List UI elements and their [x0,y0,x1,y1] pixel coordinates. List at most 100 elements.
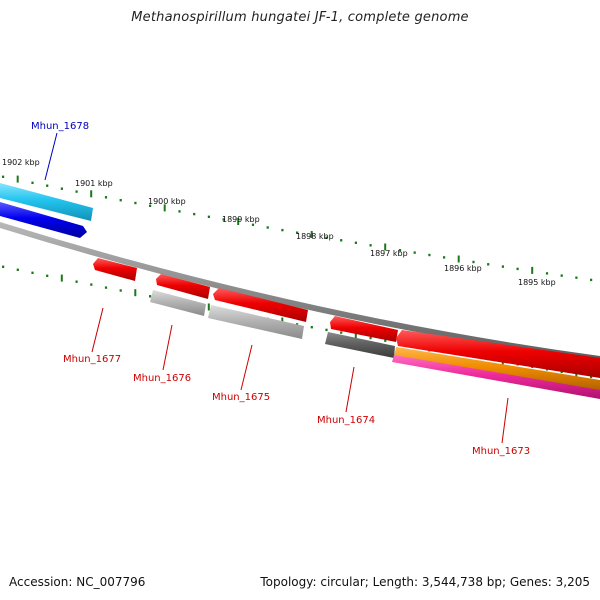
ruler-minor-tick [516,267,519,271]
ruler-minor-tick [590,278,593,282]
gene-feature-mhun-1678-cyan[interactable] [0,183,93,221]
ruler-minor-tick [104,286,108,289]
ruler-major-tick [531,266,534,274]
ruler-minor-tick [178,210,181,213]
ruler-major-tick [237,218,240,225]
ruler-major-tick [310,231,313,238]
ruler-minor-tick [296,323,299,326]
forward-strand-features [0,183,93,238]
ruler-minor-tick [16,268,19,271]
ruler-minor-tick [560,274,563,277]
ruler-minor-tick [325,328,328,332]
ruler-label-1902kbp: 1902 kbp [2,158,40,167]
ruler-label-1901kbp: 1901 kbp [75,179,113,188]
gene-mhun-1676-arrow[interactable] [156,274,210,299]
leader-mhun-1674 [345,366,355,413]
ruler-minor-tick [222,218,225,221]
ruler-minor-tick [354,241,357,244]
ruler-minor-tick [75,280,78,283]
gene-label-mhun-1678[interactable]: Mhun_1678 [31,121,89,132]
ruler-minor-tick [501,265,504,268]
reverse-strand-genes [93,258,600,399]
leader-mhun-1677 [91,307,104,353]
topology-info-text: Topology: circular; Length: 3,544,738 bp… [260,575,590,589]
gene-label-mhun-1673[interactable]: Mhun_1673 [472,446,530,457]
ruler-minor-tick [266,226,269,229]
ruler-minor-tick [545,272,549,275]
ruler-label-1898kbp: 1898 kbp [296,232,334,241]
gene-label-mhun-1677[interactable]: Mhun_1677 [63,354,121,365]
ruler-minor-tick [193,212,196,216]
ruler-minor-tick [325,236,328,239]
ruler-major-tick [90,190,93,198]
gene-feature-mhun-1676-gray[interactable] [150,290,206,316]
ruler-minor-tick [398,249,402,252]
gene-feature-mhun-1674-gray[interactable] [325,332,395,358]
ruler-minor-tick [472,260,475,264]
ruler-label-1897kbp: 1897 kbp [370,249,408,258]
ruler-major-tick [384,243,387,251]
ruler-minor-tick [310,326,313,329]
ruler-major-tick [457,255,460,263]
ruler-label-1900kbp: 1900 kbp [148,197,186,206]
ruler-major-tick [281,317,284,325]
ruler-minor-tick [443,256,446,259]
ruler-minor-tick [296,231,299,234]
ruler-minor-tick [90,283,93,286]
ruler-minor-tick [31,181,34,184]
ruler-minor-tick [413,251,416,254]
ruler-minor-tick [46,274,49,277]
gene-feature-mhun-1673-orange[interactable] [394,347,600,391]
ruler-minor-tick [46,184,49,187]
leader-mhun-1676 [162,324,173,371]
gene-feature-mhun-1673-pink[interactable] [392,355,600,399]
ruler-minor-tick [369,336,372,340]
gene-label-mhun-1676[interactable]: Mhun_1676 [133,373,191,384]
ruler-major-tick [163,204,166,212]
ruler-minor-tick [149,295,152,298]
ruler-minor-tick [384,339,387,342]
ruler-label-1899kbp: 1899 kbp [222,215,260,224]
outer-ruler-ticks [2,175,593,282]
gene-mhun-1675-arrow[interactable] [213,288,308,322]
ruler-minor-tick [104,196,108,199]
genome-backbone [0,222,600,362]
gene-label-mhun-1675[interactable]: Mhun_1675 [212,392,270,403]
leader-mhun-1678 [44,132,58,181]
ruler-minor-tick [119,199,122,202]
ruler-minor-tick [2,265,5,268]
ruler-minor-tick [487,263,490,266]
ruler-minor-tick [134,201,137,205]
label-leader-lines [44,132,509,444]
ruler-minor-tick [119,289,122,292]
ruler-minor-tick [149,204,152,207]
ruler-minor-tick [369,244,372,247]
ruler-major-tick [354,331,357,339]
ruler-label-1895kbp: 1895 kbp [518,278,556,287]
genome-title: Methanospirillum hungatei JF-1, complete… [131,10,469,25]
gene-mhun-1678-arrow[interactable] [0,202,87,238]
ruler-minor-tick [207,215,210,218]
ruler-minor-tick [31,271,34,274]
ruler-minor-tick [60,187,63,190]
ruler-minor-tick [251,223,255,226]
ruler-minor-tick [281,228,284,232]
gene-mhun-1674-arrow[interactable] [330,316,398,342]
gene-label-mhun-1674[interactable]: Mhun_1674 [317,415,375,426]
gene-mhun-1673-arrow[interactable] [396,330,600,378]
ruler-minor-tick [340,331,343,334]
gene-mhun-1677-arrow[interactable] [93,258,137,281]
ruler-minor-tick [340,239,343,242]
ruler-major-tick [60,274,63,282]
accession-text: Accession: NC_007796 [9,575,146,589]
ruler-major-tick [207,303,210,311]
gene-feature-mhun-1675-gray[interactable] [208,305,304,339]
leader-mhun-1675 [240,344,253,391]
gene-labels: Mhun_1678 Mhun_1677 Mhun_1676 Mhun_1675 … [31,121,530,457]
ruler-minor-tick [590,375,593,379]
ruler-minor-tick [575,276,578,279]
ruler-minor-tick [428,253,431,257]
ruler-minor-tick [2,175,5,178]
ruler-major-tick [16,175,19,183]
